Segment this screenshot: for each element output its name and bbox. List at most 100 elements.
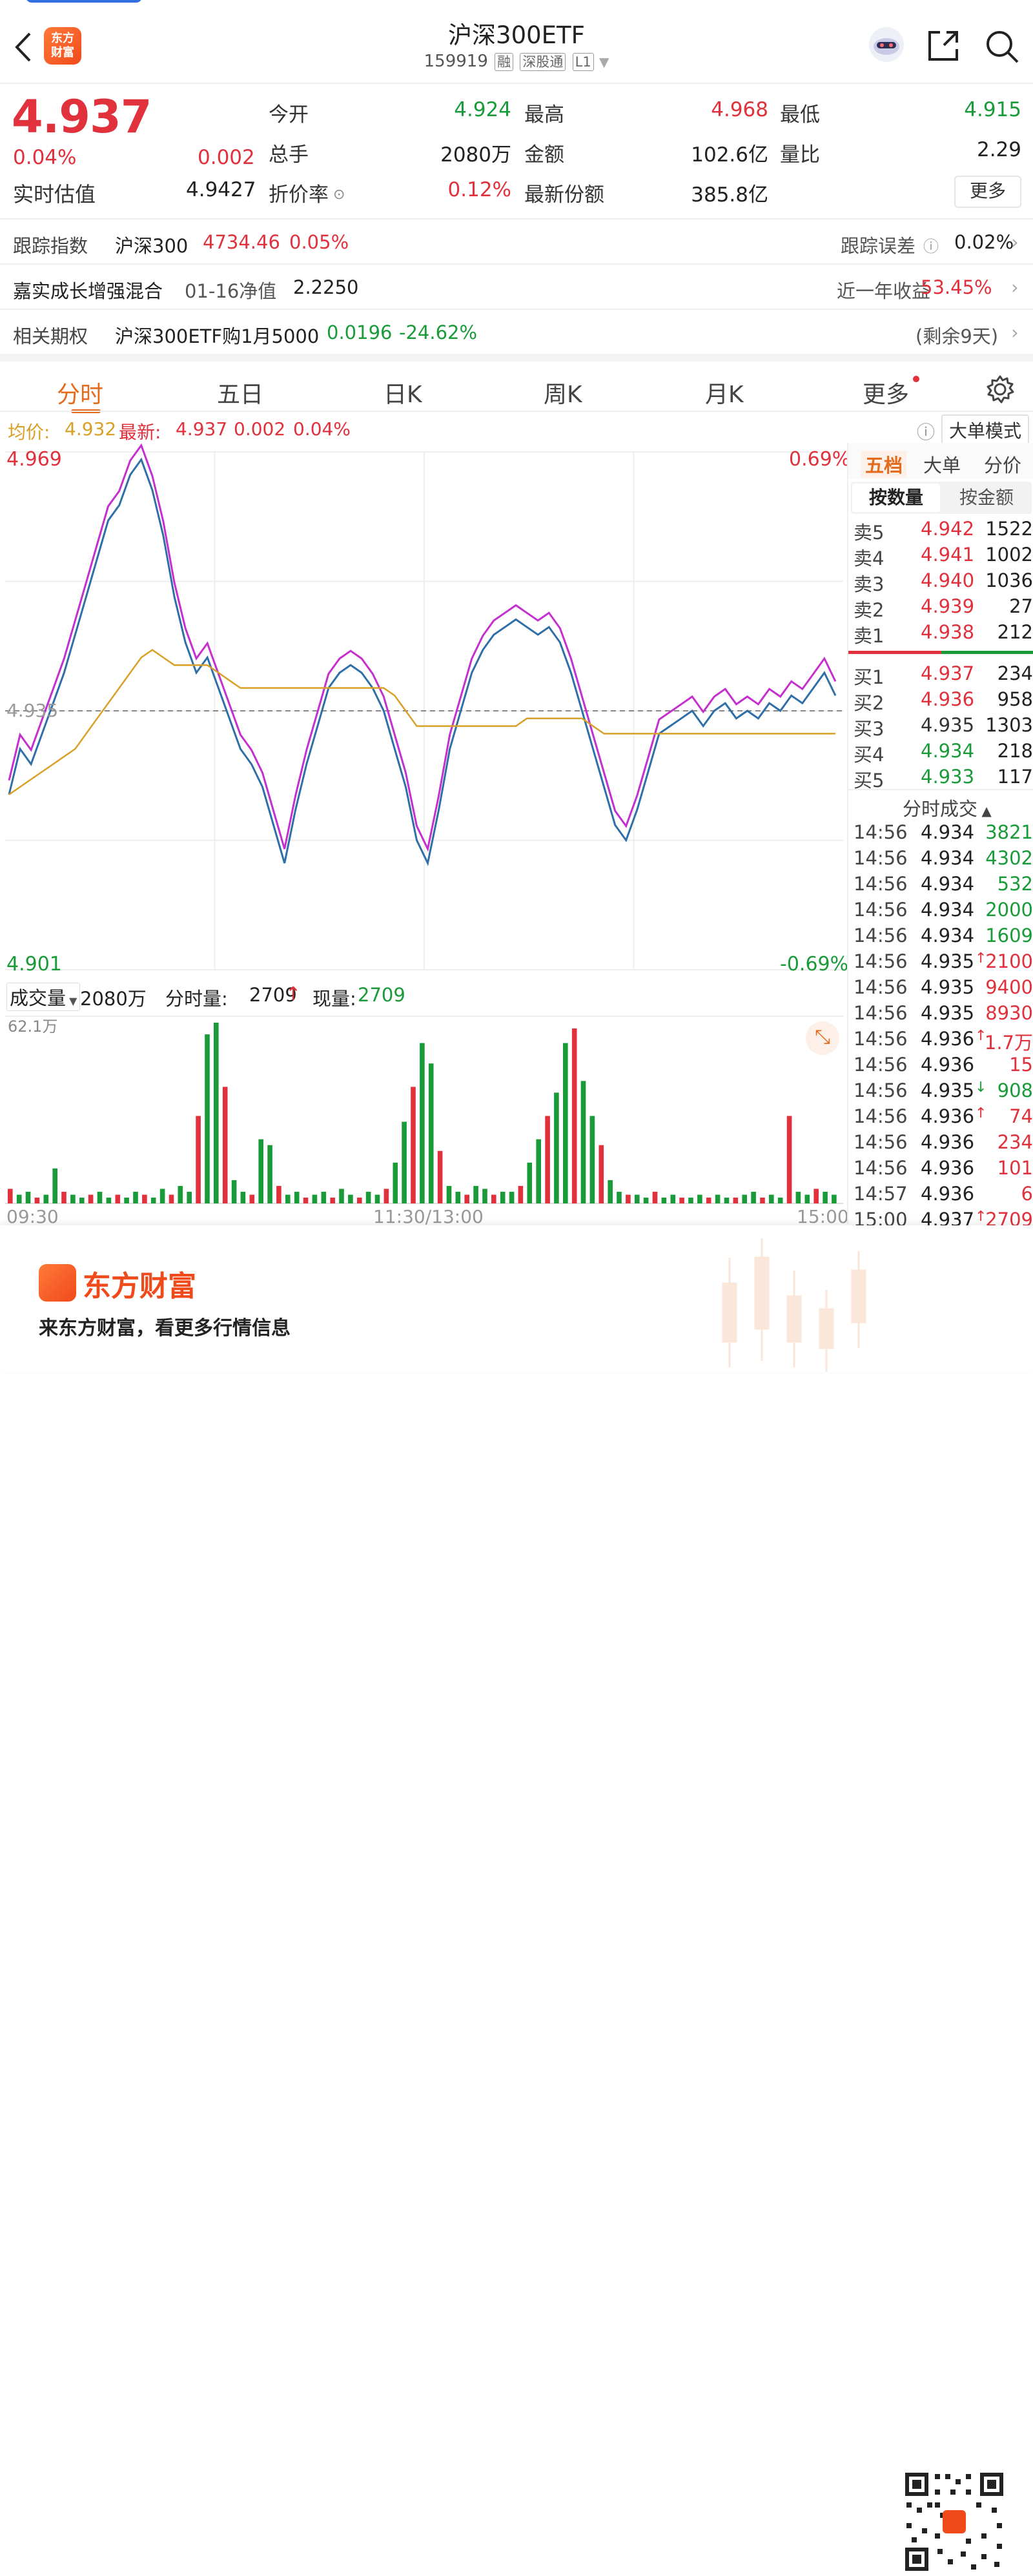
tab-five-day[interactable]: 五日 bbox=[217, 382, 264, 408]
volume-bar bbox=[393, 1162, 398, 1203]
volume-indicator-select[interactable]: 成交量 ▼ bbox=[6, 983, 81, 1011]
share-icon[interactable] bbox=[926, 28, 961, 63]
tab-monthly-k[interactable]: 月K bbox=[705, 382, 744, 408]
volume-bar bbox=[554, 1092, 559, 1203]
bid-label: 买1 bbox=[854, 666, 885, 688]
tab-big-orders[interactable]: 大单 bbox=[923, 455, 961, 476]
expand-icon[interactable]: ⤡ bbox=[806, 1021, 839, 1055]
trade-volume: 532 bbox=[997, 873, 1033, 895]
volume-header: 成交量 ▼ 2080万 分时量: 2709 ↑ 现量: 2709 bbox=[0, 977, 846, 1011]
tab-more[interactable]: 更多 bbox=[863, 382, 910, 408]
change-value: 0.002 bbox=[198, 146, 255, 169]
volume-bar bbox=[79, 1198, 85, 1203]
volume-chart[interactable]: 62.1万 ⤡ 09:30 11:30/13:00 15:00 bbox=[0, 1010, 849, 1227]
status-pill bbox=[26, 0, 142, 3]
trade-volume: 3821 bbox=[985, 821, 1033, 843]
qr-code bbox=[903, 2470, 1006, 2573]
trade-volume: 15 bbox=[1009, 1054, 1033, 1076]
ask-label: 卖5 bbox=[854, 522, 885, 544]
volume-bar bbox=[491, 1194, 496, 1203]
volume-bar bbox=[795, 1191, 801, 1203]
robot-assistant-icon[interactable] bbox=[868, 26, 905, 63]
volume-bar bbox=[420, 1043, 425, 1203]
bid-price: 4.933 bbox=[921, 766, 975, 788]
volume-ratio-label: 量比 bbox=[780, 143, 820, 167]
current-volume-value: 2709 bbox=[358, 984, 405, 1006]
avg-price-line bbox=[8, 649, 835, 795]
latest-pct: 0.04% bbox=[293, 418, 351, 440]
volume-bar bbox=[437, 1150, 443, 1203]
ask-volume: 1036 bbox=[985, 569, 1033, 591]
big-order-mode-button[interactable]: 大单模式 bbox=[941, 414, 1030, 445]
subtab-by-amount[interactable]: 按金额 bbox=[959, 487, 1014, 508]
trade-time: 14:56 bbox=[854, 1131, 908, 1153]
chevron-down-icon[interactable]: ▼ bbox=[599, 54, 609, 70]
tab-five-levels[interactable]: 五档 bbox=[861, 451, 907, 478]
trade-row: 14:56 4.936 234 bbox=[854, 1131, 1033, 1157]
trade-row: 14:56 4.934 532 bbox=[854, 873, 1033, 899]
top-bar: 东方 财富 沪深300ETF 159919 融 深股通 L1 ▼ bbox=[0, 0, 1033, 84]
option-pct: -24.62% bbox=[399, 322, 478, 343]
volume-bar bbox=[617, 1191, 622, 1203]
volume-bar bbox=[688, 1198, 693, 1203]
volume-bar bbox=[285, 1194, 291, 1203]
ask-volume: 1002 bbox=[985, 544, 1033, 566]
more-info-icon[interactable]: ⊙ bbox=[329, 187, 345, 203]
volume-bar bbox=[196, 1116, 201, 1203]
discount-value: 0.12% bbox=[447, 178, 511, 201]
fund-return-label: 近一年收益 bbox=[837, 280, 931, 302]
trade-row: 14:56 4.935 ↓ 908 bbox=[854, 1079, 1033, 1105]
tab-daily-k[interactable]: 日K bbox=[384, 382, 422, 408]
ask-bid-ratio-bar-green bbox=[941, 651, 1033, 654]
volume-bar bbox=[402, 1121, 407, 1203]
trade-volume: 8930 bbox=[985, 1002, 1033, 1024]
volume-bar bbox=[384, 1189, 389, 1203]
volume-bar bbox=[70, 1194, 76, 1203]
volume-bar bbox=[777, 1198, 783, 1203]
tab-intraday[interactable]: 分时 bbox=[57, 382, 104, 408]
search-icon[interactable] bbox=[984, 28, 1020, 65]
more-button[interactable]: 更多 bbox=[954, 176, 1021, 208]
tab-weekly-k[interactable]: 周K bbox=[544, 382, 582, 408]
subtab-by-volume[interactable]: 按数量 bbox=[852, 484, 940, 512]
intraday-chart[interactable]: 4.969 0.69% 4.901 -0.69% 4.935 bbox=[0, 443, 850, 979]
period-volume-value: 2709 bbox=[249, 984, 297, 1006]
trades-toggle[interactable]: 分时成交 ▲ bbox=[903, 798, 992, 820]
shares-label: 最新份额 bbox=[524, 183, 604, 207]
pct-top-label: 0.69% bbox=[789, 448, 851, 471]
back-icon[interactable] bbox=[12, 31, 34, 63]
trade-volume: 1609 bbox=[985, 925, 1033, 946]
volume-bar bbox=[124, 1198, 129, 1203]
bid-price: 4.936 bbox=[921, 688, 975, 710]
trade-row: 14:56 4.934 2000 bbox=[854, 899, 1033, 925]
trade-time: 14:56 bbox=[854, 1079, 908, 1101]
low-value: 4.915 bbox=[964, 98, 1021, 121]
tracking-row[interactable]: 跟踪指数 沪深300 4734.46 0.05% 跟踪误差 ⓘ 0.02% › bbox=[0, 218, 1033, 265]
fund-row[interactable]: 嘉实成长增强混合 01-16净值 2.2250 近一年收益 53.45% › bbox=[0, 263, 1033, 310]
bid-price: 4.934 bbox=[921, 740, 975, 762]
option-row[interactable]: 相关期权 沪深300ETF购1月5000 0.0196 -24.62% (剩余9… bbox=[0, 309, 1033, 355]
trade-time: 14:56 bbox=[854, 1054, 908, 1076]
trade-row: 14:56 4.935 8930 bbox=[854, 1002, 1033, 1028]
trade-price: 4.935 bbox=[921, 1002, 975, 1024]
ask-label: 卖1 bbox=[854, 625, 885, 647]
help-icon[interactable]: ⓘ bbox=[917, 422, 936, 443]
volume-bar bbox=[589, 1116, 595, 1203]
trade-volume: 74 bbox=[1009, 1105, 1033, 1127]
volume-bar bbox=[428, 1063, 434, 1203]
side-tabs: 五档 大单 分价 bbox=[848, 443, 1033, 479]
tab-price-distribution[interactable]: 分价 bbox=[984, 455, 1022, 476]
volume-bar bbox=[760, 1198, 765, 1203]
option-name: 沪深300ETF购1月5000 bbox=[115, 325, 320, 347]
option-price: 0.0196 bbox=[327, 322, 393, 343]
volume-bar bbox=[321, 1191, 327, 1203]
ask-price: 4.939 bbox=[921, 595, 975, 617]
y-bottom-label: 4.901 bbox=[6, 953, 62, 976]
settings-gear-icon[interactable] bbox=[985, 374, 1015, 404]
volume-max-label: 62.1万 bbox=[8, 1017, 58, 1036]
trade-price: 4.934 bbox=[921, 847, 975, 869]
help-icon[interactable]: ⓘ bbox=[923, 238, 939, 256]
bid-price: 4.935 bbox=[921, 714, 975, 736]
volume-bar bbox=[563, 1043, 568, 1203]
trade-direction-icon: ↑ bbox=[975, 1209, 987, 1225]
